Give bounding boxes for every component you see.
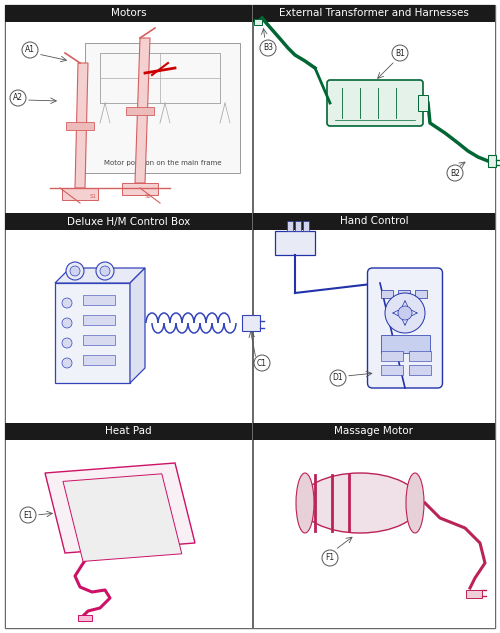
Circle shape [62,298,72,308]
Bar [5,5,252,22]
Text: External Transformer and Harnesses: External Transformer and Harnesses [279,8,469,18]
Bar [62,188,98,200]
Bar [83,295,115,305]
Bar [5,213,252,230]
Circle shape [20,507,36,523]
Ellipse shape [300,473,420,533]
Text: Motor position on the main frame: Motor position on the main frame [104,160,221,166]
Text: C1: C1 [257,358,267,368]
Bar [287,221,293,231]
Text: B1: B1 [395,49,405,58]
Circle shape [22,42,38,58]
Polygon shape [75,63,88,188]
Bar [5,213,252,423]
Ellipse shape [406,473,424,533]
Polygon shape [135,38,150,183]
Circle shape [62,318,72,328]
Ellipse shape [296,473,314,533]
Circle shape [62,338,72,348]
Bar [78,615,92,621]
Text: B2: B2 [450,168,460,177]
Bar [253,423,495,440]
Circle shape [96,262,114,280]
Bar [254,19,262,25]
Circle shape [260,40,276,56]
Bar [83,315,115,325]
Text: B3: B3 [263,44,273,53]
Text: A1: A1 [25,46,35,54]
Bar [488,155,496,167]
Bar [380,290,392,298]
FancyBboxPatch shape [368,268,442,388]
Bar [253,213,495,423]
Bar [275,231,315,255]
Bar [5,423,252,440]
Circle shape [392,45,408,61]
Bar [66,122,94,130]
Text: Massage Motor: Massage Motor [334,427,413,437]
Bar [253,423,495,628]
Polygon shape [45,463,195,553]
Circle shape [100,266,110,276]
Bar [253,213,495,230]
Bar [122,183,158,195]
Bar [398,290,409,298]
Bar [83,355,115,365]
Circle shape [447,165,463,181]
Bar [380,351,402,361]
Circle shape [322,550,338,566]
Bar [5,5,252,213]
Text: A2: A2 [13,94,23,103]
Circle shape [398,306,412,320]
Polygon shape [63,473,182,561]
Text: Motors: Motors [110,8,146,18]
Circle shape [10,90,26,106]
Text: S1: S1 [90,194,96,199]
Bar [380,365,402,375]
Text: Hand Control: Hand Control [340,216,408,227]
Bar [418,95,428,111]
Text: D1: D1 [332,373,344,382]
Circle shape [62,358,72,368]
Text: Deluxe H/M Control Box: Deluxe H/M Control Box [67,216,190,227]
Bar [408,365,430,375]
Circle shape [70,266,80,276]
Bar [408,351,430,361]
Bar [253,5,495,22]
FancyBboxPatch shape [327,80,423,126]
Text: Heat Pad: Heat Pad [105,427,152,437]
Polygon shape [130,268,145,383]
Bar [5,423,252,628]
Text: E1: E1 [23,510,33,520]
Circle shape [254,355,270,371]
Bar [85,43,240,173]
Bar [253,5,495,213]
Bar [380,335,430,353]
Text: F1: F1 [326,553,334,563]
Circle shape [66,262,84,280]
Polygon shape [55,268,145,283]
Bar [466,590,482,598]
Bar [295,221,301,231]
Bar [83,335,115,345]
Bar [303,221,309,231]
Bar [126,106,154,115]
Circle shape [385,293,425,333]
FancyBboxPatch shape [55,283,130,383]
Bar [414,290,426,298]
Bar [242,315,260,331]
Text: S2: S2 [144,194,152,199]
Circle shape [330,370,346,386]
